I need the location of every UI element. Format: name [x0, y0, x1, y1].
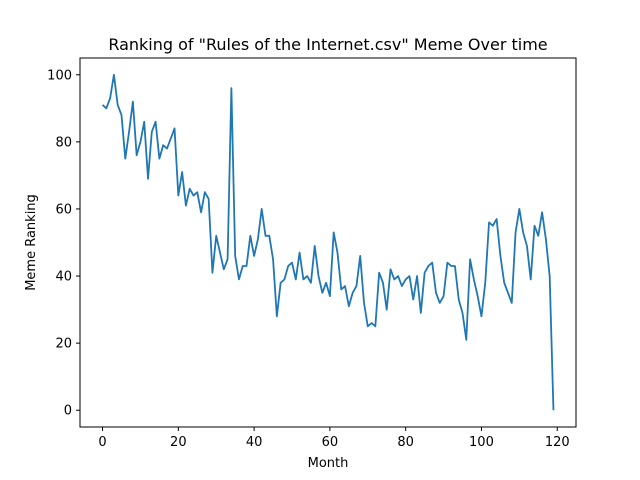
series-line — [101, 73, 555, 411]
plot-area — [101, 73, 555, 411]
x-tick-label: 120 — [545, 435, 570, 450]
x-tick-label: 0 — [98, 435, 106, 450]
x-tick-label: 100 — [469, 435, 494, 450]
y-tick-label: 100 — [47, 68, 72, 83]
y-tick-label: 60 — [55, 202, 72, 217]
y-tick-label: 40 — [55, 270, 72, 285]
y-tick-label: 0 — [64, 404, 72, 419]
x-tick-label: 60 — [322, 435, 339, 450]
y-tick-label: 80 — [55, 135, 72, 150]
x-tick-label: 80 — [397, 435, 414, 450]
axes-frame — [79, 57, 577, 428]
y-tick-label: 20 — [55, 337, 72, 352]
x-tick-label: 40 — [246, 435, 263, 450]
x-tick-label: 20 — [170, 435, 187, 450]
y-axis: 0 20 40 60 80 100 — [47, 68, 80, 419]
chart-title: Ranking of "Rules of the Internet.csv" M… — [108, 35, 547, 54]
x-axis-label: Month — [308, 456, 349, 471]
y-axis-label: Meme Ranking — [24, 194, 39, 291]
x-axis: 0 20 40 60 80 100 120 — [98, 427, 570, 450]
